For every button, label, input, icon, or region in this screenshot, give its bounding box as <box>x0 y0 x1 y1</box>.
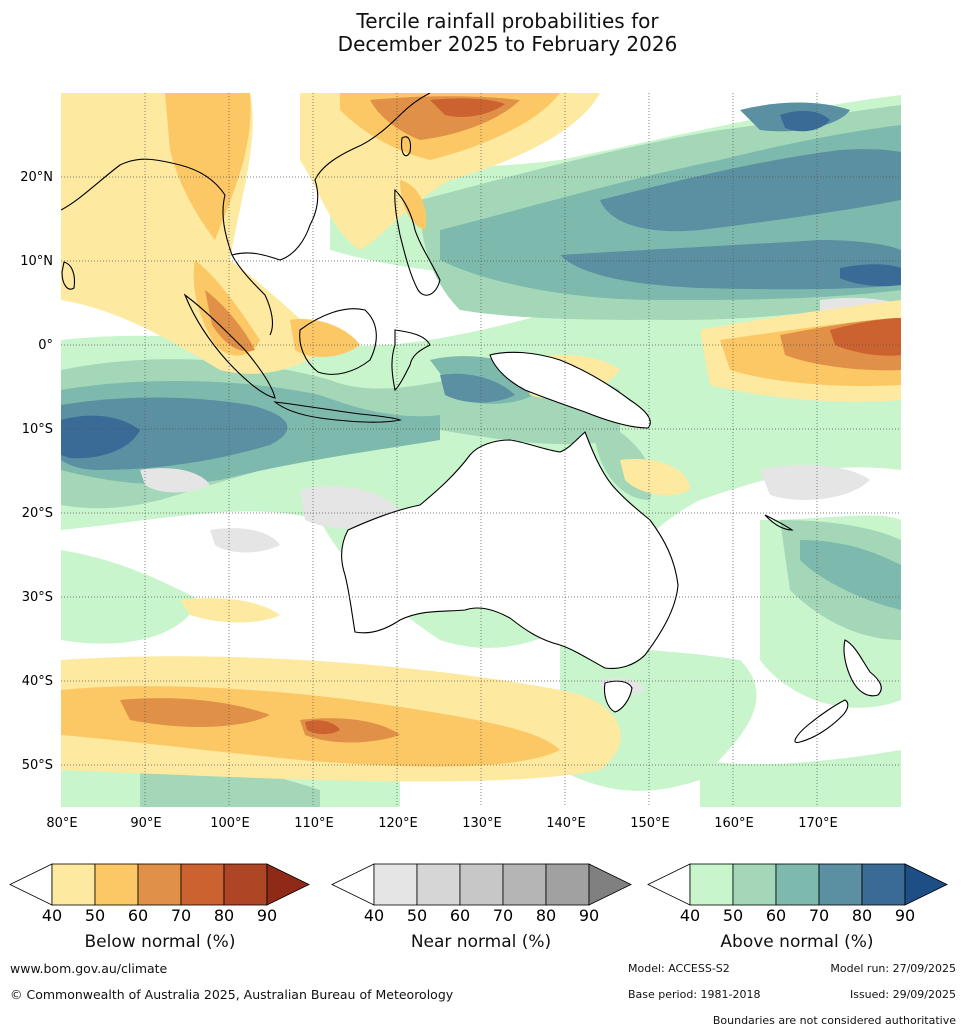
map-title: Tercile rainfall probabilities for Decem… <box>0 10 965 56</box>
lat-label-20n: 20°N <box>20 170 53 185</box>
sumatra-coast <box>183 293 276 399</box>
sri-lanka-coast <box>61 261 76 290</box>
title-line-2: December 2025 to February 2026 <box>337 32 678 56</box>
below-normal-label: Below normal (%) <box>84 932 236 952</box>
above-normal-very-strong-regions <box>61 110 901 459</box>
model-run-date: Model run: 27/09/2025 <box>830 962 956 975</box>
above-normal-label: Above normal (%) <box>720 932 874 952</box>
java-coast <box>273 401 402 423</box>
below-normal-colorbar-tick: 40 <box>42 906 62 925</box>
near-normal-colorbar-segment <box>459 863 504 906</box>
asia-coast <box>61 93 431 336</box>
base-period: Base period: 1981-2018 <box>628 988 761 1001</box>
near-normal-label: Near normal (%) <box>410 932 552 952</box>
near-normal-colorbar-max-extension <box>588 863 632 906</box>
borneo-coast <box>299 308 377 375</box>
above-normal-colorbar-max-extension <box>904 863 948 906</box>
land-outlines <box>61 93 882 744</box>
lon-label-170e: 170°E <box>798 816 838 831</box>
lat-label-10s: 10°S <box>22 422 53 437</box>
near-normal-colorbar-min-extension <box>331 863 375 906</box>
near-normal-colorbar: 40 50 60 70 80 90 <box>331 863 632 925</box>
above-normal-colorbar-segment <box>732 863 777 906</box>
boundaries-disclaimer: Boundaries are not considered authoritat… <box>712 1014 956 1027</box>
lat-label-10n: 10°N <box>20 254 53 269</box>
new-zealand-north-coast <box>843 639 882 697</box>
lon-label-80e: 80°E <box>46 816 77 831</box>
below-normal-colorbar-tick: 60 <box>128 906 148 925</box>
below-normal-colorbar: 40 50 60 70 80 90 <box>9 863 310 925</box>
above-normal-colorbar-tick: 90 <box>895 906 915 925</box>
near-normal-colorbar-segment <box>373 863 418 906</box>
issued-date: Issued: 29/09/2025 <box>849 988 956 1001</box>
map-panel <box>61 93 901 807</box>
tasmania-coast <box>603 680 633 713</box>
website-link[interactable]: www.bom.gov.au/climate <box>10 961 168 976</box>
near-normal-colorbar-tick: 50 <box>407 906 427 925</box>
australia-coast <box>341 431 679 669</box>
near-normal-colorbar-segment <box>502 863 547 906</box>
graticule <box>61 93 901 807</box>
below-normal-colorbar-segment <box>223 863 268 906</box>
above-normal-colorbar-tick: 60 <box>766 906 786 925</box>
new-caledonia-coast <box>764 514 794 531</box>
lon-label-110e: 110°E <box>294 816 334 831</box>
below-normal-colorbar-tick: 50 <box>85 906 105 925</box>
lon-label-90e: 90°E <box>130 816 161 831</box>
above-normal-colorbar-segment <box>861 863 906 906</box>
above-normal-colorbar-tick: 70 <box>809 906 829 925</box>
near-normal-colorbar-tick: 80 <box>536 906 556 925</box>
above-normal-colorbar-tick: 80 <box>852 906 872 925</box>
below-normal-colorbar-tick: 90 <box>257 906 277 925</box>
lat-label-20s: 20°S <box>22 506 53 521</box>
new-guinea-coast <box>489 351 651 429</box>
lon-label-100e: 100°E <box>210 816 250 831</box>
above-normal-strong-regions <box>61 102 901 470</box>
above-normal-colorbar-tick: 40 <box>680 906 700 925</box>
lon-label-130e: 130°E <box>462 816 502 831</box>
above-normal-colorbar: 40 50 60 70 80 90 <box>647 863 948 925</box>
above-normal-colorbar-min-extension <box>647 863 691 906</box>
philippines-coast <box>394 188 441 296</box>
above-normal-colorbar-tick: 50 <box>723 906 743 925</box>
lat-label-50s: 50°S <box>22 758 53 773</box>
new-zealand-south-coast <box>794 699 849 744</box>
below-normal-colorbar-segment <box>180 863 225 906</box>
above-normal-colorbar-segment <box>818 863 863 906</box>
below-normal-colorbar-tick: 80 <box>214 906 234 925</box>
below-normal-colorbar-tick: 70 <box>171 906 191 925</box>
lon-label-160e: 160°E <box>714 816 754 831</box>
lat-label-0: 0° <box>38 338 53 353</box>
longitude-labels: 80°E 90°E 100°E 110°E 120°E 130°E 140°E … <box>46 816 837 831</box>
colorbars: 40 50 60 70 80 90 40 50 60 70 80 90 40 50 60 70 80 90 <box>9 863 948 925</box>
near-normal-colorbar-segment <box>416 863 461 906</box>
below-normal-colorbar-segment <box>51 863 96 906</box>
above-normal-colorbar-segment <box>775 863 820 906</box>
lat-label-30s: 30°S <box>22 590 53 605</box>
lat-label-40s: 40°S <box>22 674 53 689</box>
below-normal-colorbar-segment <box>137 863 182 906</box>
near-normal-colorbar-tick: 60 <box>450 906 470 925</box>
lon-label-150e: 150°E <box>630 816 670 831</box>
below-normal-colorbar-segment <box>94 863 139 906</box>
lon-label-120e: 120°E <box>378 816 418 831</box>
model-name: Model: ACCESS-S2 <box>628 962 730 975</box>
title-line-1: Tercile rainfall probabilities for <box>356 9 659 33</box>
taiwan-coast <box>401 136 412 157</box>
below-normal-colorbar-min-extension <box>9 863 53 906</box>
lon-label-140e: 140°E <box>546 816 586 831</box>
near-normal-colorbar-segment <box>545 863 590 906</box>
near-normal-colorbar-tick: 90 <box>579 906 599 925</box>
near-normal-colorbar-tick: 40 <box>364 906 384 925</box>
above-normal-colorbar-segment <box>689 863 734 906</box>
copyright-text: © Commonwealth of Australia 2025, Austra… <box>10 987 454 1002</box>
near-normal-colorbar-tick: 70 <box>493 906 513 925</box>
sulawesi-coast <box>391 329 431 392</box>
below-normal-strong-regions <box>305 98 901 735</box>
below-normal-colorbar-max-extension <box>266 863 310 906</box>
latitude-labels: 20°N 10°N 0° 10°S 20°S 30°S 40°S 50°S <box>20 170 53 773</box>
